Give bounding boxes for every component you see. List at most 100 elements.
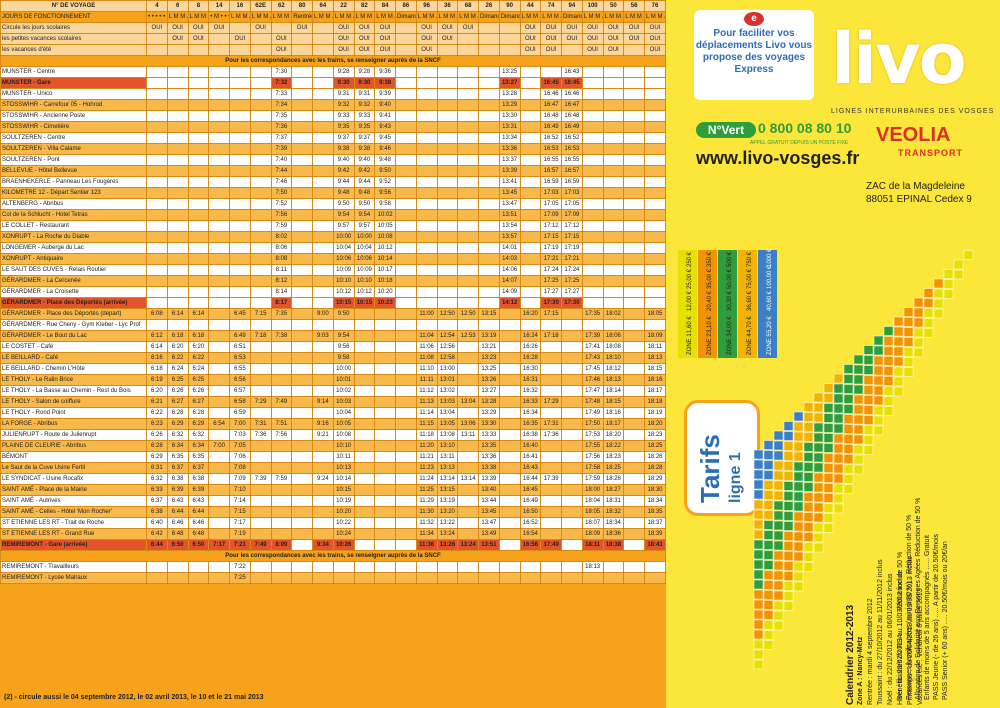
time-cell — [581, 242, 604, 254]
stop-row: LE BEILLARD - Café 6:16 6:22 6:22 6:53 9:58 11… — [0, 352, 666, 364]
time-cell — [208, 176, 230, 188]
zone-cell — [773, 470, 784, 481]
time-cell — [602, 297, 625, 309]
zone-cell — [883, 356, 894, 366]
time-cell: 10:22 — [332, 517, 355, 529]
time-cell: 6:29 — [146, 451, 168, 463]
time-cell: 13:35 — [478, 440, 500, 452]
time-cell — [395, 198, 417, 210]
zone-cell — [873, 425, 884, 436]
time-cell: 13:11 — [436, 451, 459, 463]
time-cell — [540, 407, 562, 419]
time-cell — [395, 242, 417, 254]
time-cell — [208, 572, 230, 584]
time-cell — [395, 286, 417, 298]
stop-row: SOULTZEREN - Villa Calame 7:39 9:38 9:38 9:4… — [0, 143, 666, 155]
time-cell — [457, 143, 479, 155]
time-cell — [208, 561, 230, 573]
zone-cell — [773, 520, 784, 531]
period-cell — [478, 33, 500, 45]
time-cell — [270, 484, 293, 496]
time-cell — [602, 561, 625, 573]
tarif-value: 350 € — [707, 251, 713, 267]
zone-cell — [873, 335, 884, 346]
time-cell — [291, 407, 313, 419]
stop-row: LE COSTET - Café 6:14 6:20 6:20 6:51 9:56 11:0… — [0, 341, 666, 353]
time-cell — [436, 132, 459, 144]
time-cell — [581, 187, 604, 199]
stop-row: GÉRARDMER - Rue Cheny - Gym Kleber - Lyc… — [0, 319, 666, 331]
time-cell — [581, 209, 604, 221]
time-cell — [457, 176, 479, 188]
time-cell: 6:43 — [187, 495, 210, 507]
time-cell — [581, 231, 604, 243]
time-cell: 16:47 — [561, 99, 583, 111]
time-cell — [374, 418, 396, 430]
time-cell: 7:19 — [229, 528, 251, 540]
time-cell: 6:26 — [187, 385, 210, 397]
zone-cell — [783, 541, 794, 551]
time-cell — [581, 121, 604, 133]
time-cell: 18:22 — [602, 440, 625, 452]
period-cell: OUI — [291, 22, 313, 34]
time-cell — [395, 517, 417, 529]
time-cell — [312, 440, 334, 452]
time-cell: 9:32 — [332, 99, 355, 111]
time-cell — [395, 506, 417, 518]
time-cell — [249, 517, 272, 529]
time-cell: 7:51 — [270, 418, 293, 430]
time-cell — [291, 429, 313, 441]
zone-cell — [763, 520, 774, 530]
zone-cell — [863, 425, 874, 435]
time-cell: 16:57 — [561, 165, 583, 177]
time-cell: 18:27 — [602, 484, 625, 496]
period-cell: OUI — [623, 33, 645, 45]
time-cell — [498, 539, 521, 551]
reduction-line: Allocation de Solidarité aux Personnes A… — [915, 497, 922, 700]
time-cell: 12:50 — [436, 308, 459, 320]
time-cell — [457, 231, 479, 243]
time-cell — [332, 561, 355, 573]
time-cell — [436, 198, 459, 210]
time-cell — [395, 110, 417, 122]
zone-cell — [823, 503, 834, 513]
time-cell — [291, 473, 313, 485]
time-cell — [561, 341, 583, 353]
time-cell — [519, 77, 542, 89]
time-cell — [187, 275, 210, 287]
time-cell — [644, 187, 666, 199]
time-cell: 6:38 — [166, 473, 189, 485]
time-cell — [229, 132, 251, 144]
time-cell — [312, 451, 334, 463]
time-cell: 17:53 — [581, 429, 604, 441]
time-cell — [602, 143, 625, 155]
time-cell — [436, 319, 459, 331]
time-cell — [249, 242, 272, 254]
time-cell — [291, 77, 313, 89]
stop-name: Col de la Schlucht - Hotel Tetras — [0, 209, 147, 221]
time-cell — [395, 385, 417, 397]
zone-cell — [833, 473, 844, 484]
zone-cell — [783, 531, 794, 541]
time-cell — [312, 231, 334, 243]
time-cell: 6:42 — [146, 528, 168, 540]
time-cell — [644, 264, 666, 276]
tarif-value: 75,00 € — [747, 268, 753, 289]
website-url[interactable]: www.livo-vosges.fr — [696, 148, 860, 168]
time-cell: 13:31 — [498, 121, 521, 133]
time-cell: 9:14 — [312, 396, 334, 408]
stop-name: LE COLLET - Restaurant — [0, 220, 147, 232]
time-cell — [498, 572, 521, 584]
time-cell — [436, 242, 459, 254]
time-cell — [478, 154, 500, 166]
stop-name: SAINT AMÉ - Place de la Mairie — [0, 484, 147, 496]
tarif-value: ZONE 5 — [767, 333, 773, 355]
period-cell — [249, 33, 272, 45]
phone-number[interactable]: 0 800 08 80 10 — [758, 120, 852, 136]
voyage-number: 100 — [581, 0, 604, 12]
time-cell — [623, 495, 645, 507]
time-cell — [312, 297, 334, 309]
time-cell — [187, 176, 210, 188]
time-cell: 17:09 — [540, 209, 562, 221]
time-cell — [478, 110, 500, 122]
